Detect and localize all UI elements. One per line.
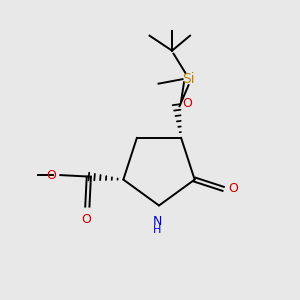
Text: N: N bbox=[153, 215, 162, 228]
Text: O: O bbox=[182, 97, 192, 110]
Text: Si: Si bbox=[182, 72, 195, 86]
Text: O: O bbox=[229, 182, 238, 195]
Text: O: O bbox=[81, 213, 91, 226]
Text: H: H bbox=[153, 225, 162, 235]
Text: O: O bbox=[46, 169, 56, 182]
